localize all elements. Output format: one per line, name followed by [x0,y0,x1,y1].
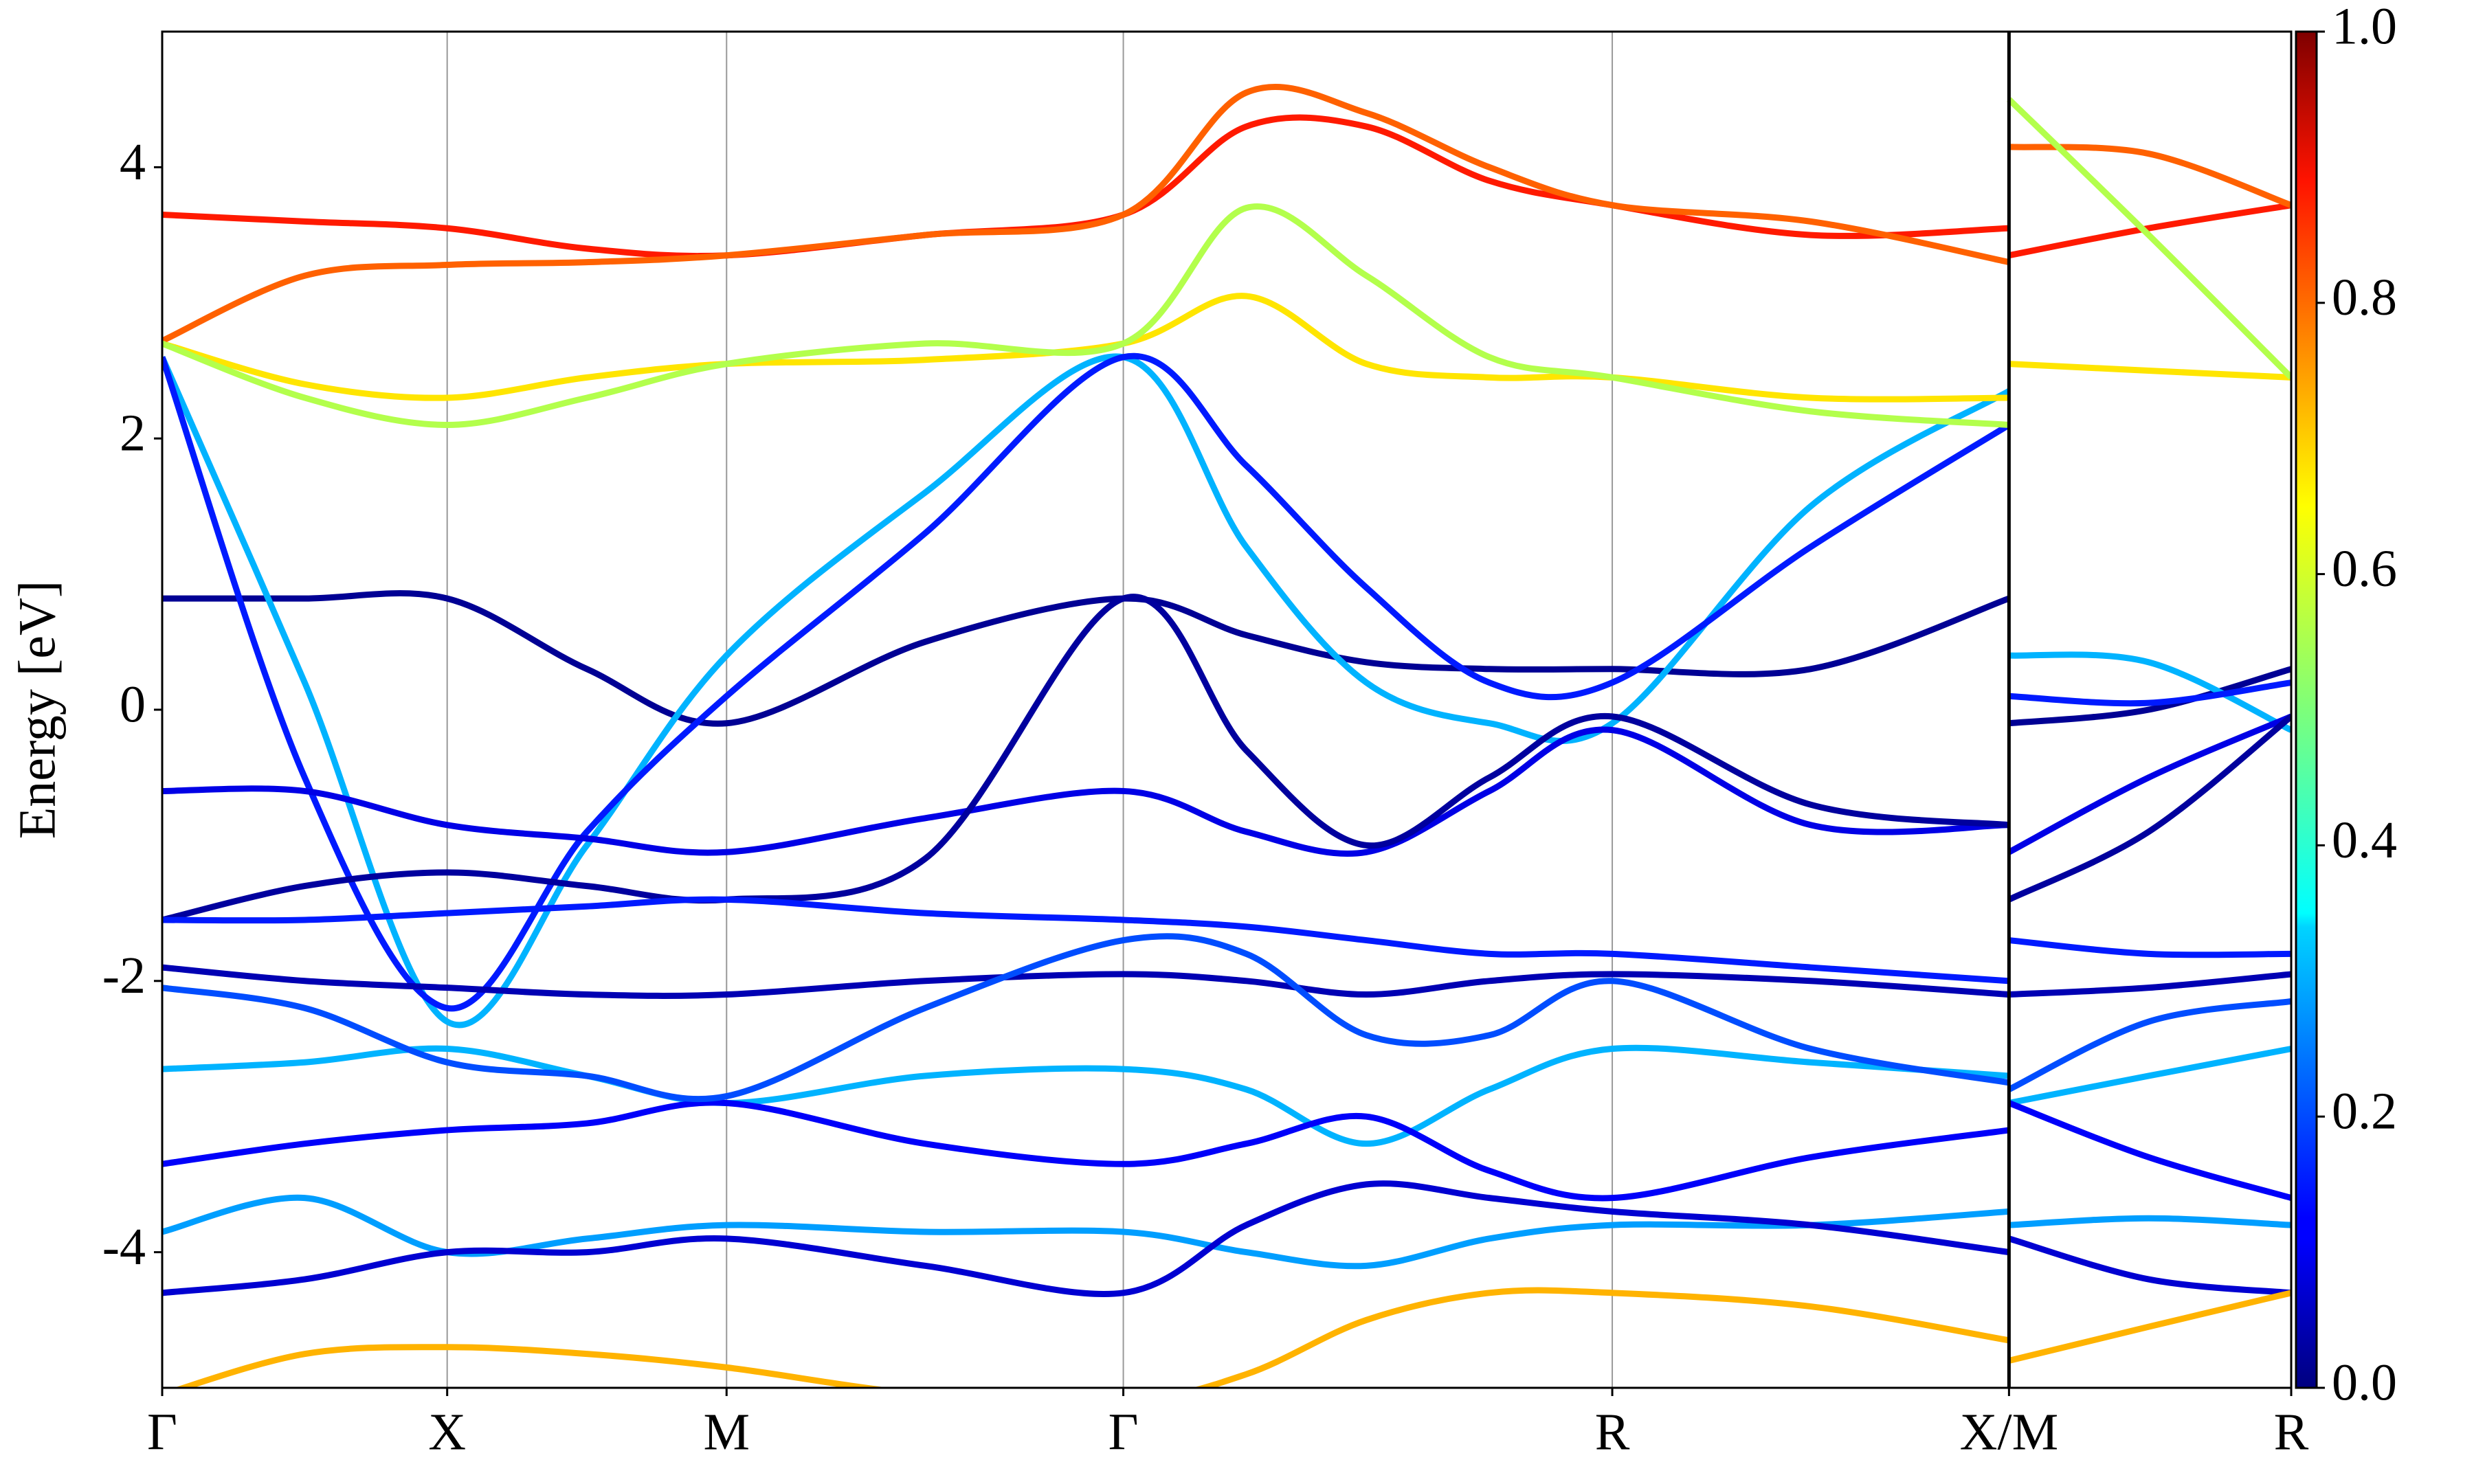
x-tick-label: M [703,1403,750,1461]
band [162,1044,2291,1147]
colorbar-tick-label: 0.6 [2332,540,2397,598]
y-tick-label: 0 [120,675,146,733]
x-tick-label: X [428,1403,466,1461]
band [162,1099,2291,1202]
plot-area [162,32,2291,1388]
colorbar-tick-label: 1.0 [2332,0,2397,55]
band [162,713,2291,857]
y-tick-label: 2 [120,405,146,462]
band [162,896,2291,985]
x-tick-label: Γ [1108,1403,1139,1461]
x-tick-label: R [1595,1403,1630,1461]
x-tick-label: X/M [1960,1403,2059,1461]
band [162,84,2291,344]
x-tick-label: R [2274,1403,2309,1461]
band [162,353,2291,1028]
band [162,352,2291,1012]
x-tick-label: Γ [147,1403,177,1461]
y-tick-label: -4 [102,1218,146,1276]
colorbar-tick-label: 0.4 [2332,811,2397,869]
y-axis-label: Energy [eV] [8,581,66,839]
band [162,594,2291,923]
band [162,97,2291,428]
band [162,933,2291,1103]
band [173,1287,2291,1388]
band [162,1180,2291,1297]
band [162,964,2291,999]
colorbar-tick-label: 0.2 [2332,1083,2397,1140]
colorbar [2295,30,2318,1389]
colorbar-tick-label: 0.0 [2332,1353,2397,1411]
colorbar-tick-label: 0.8 [2332,269,2397,326]
y-tick-label: -2 [102,947,146,1004]
y-tick-label: 4 [120,133,146,191]
